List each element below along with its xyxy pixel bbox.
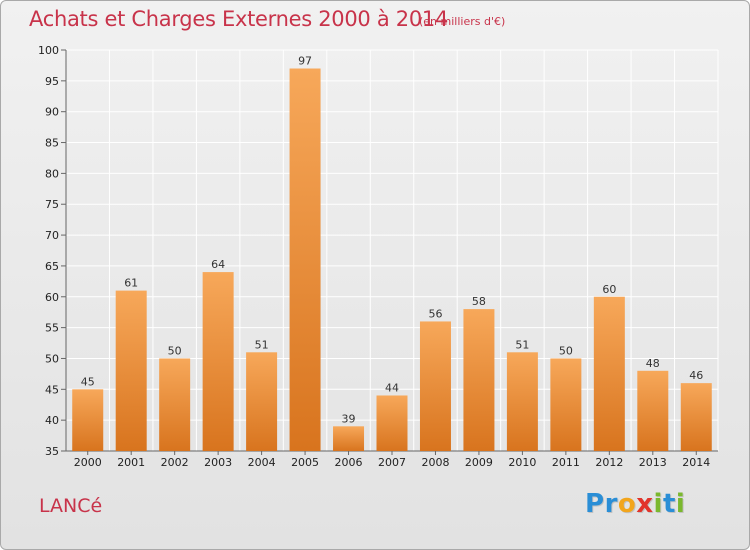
chart-subtitle: (en milliers d'€): [419, 15, 506, 28]
x-tick-label: 2005: [291, 456, 319, 469]
bar-value-label: 50: [168, 344, 182, 357]
logo-letter: r: [604, 489, 618, 519]
y-tick-label: 90: [45, 106, 59, 119]
bars: [72, 68, 712, 451]
x-tick-label: 2000: [74, 456, 102, 469]
bar: [159, 358, 191, 451]
chart-title: Achats et Charges Externes 2000 à 2014: [29, 7, 449, 31]
bar-value-label: 48: [646, 357, 660, 370]
bar-value-label: 45: [81, 375, 95, 388]
commune-name: LANCé: [39, 495, 103, 517]
bar: [376, 395, 408, 451]
x-tick-label: 2006: [335, 456, 363, 469]
bar-value-label: 61: [124, 277, 138, 290]
y-tick-label: 95: [45, 75, 59, 88]
y-tick-label: 60: [45, 291, 59, 304]
bar: [115, 290, 147, 451]
bar-value-label: 56: [428, 307, 442, 320]
bar: [333, 426, 365, 451]
bar-value-label: 51: [255, 338, 269, 351]
x-tick-label: 2001: [117, 456, 145, 469]
bar-value-label: 97: [298, 55, 312, 68]
proxiti-logo: Proxiti: [585, 489, 685, 519]
x-tick-label: 2011: [552, 456, 580, 469]
y-tick-label: 65: [45, 260, 59, 273]
logo-letter: i: [675, 489, 686, 519]
y-tick-label: 100: [38, 44, 59, 57]
bar: [680, 383, 712, 451]
bar: [550, 358, 582, 451]
labels: 35 40 45 50 55 60 65 70 75 80 85 90 95 100 45 2000 61 200…: [38, 44, 710, 469]
bar-value-label: 39: [342, 412, 356, 425]
bar-value-label: 44: [385, 381, 399, 394]
logo-letter: t: [662, 489, 676, 519]
y-tick-label: 55: [45, 322, 59, 335]
x-tick-label: 2010: [508, 456, 536, 469]
bar: [637, 370, 669, 451]
bar: [593, 296, 625, 451]
logo-letter: o: [617, 489, 637, 519]
bar: [506, 352, 538, 451]
x-tick-label: 2003: [204, 456, 232, 469]
bar-value-label: 51: [515, 338, 529, 351]
y-tick-label: 70: [45, 229, 59, 242]
bar-value-label: 46: [689, 369, 703, 382]
logo-letter: x: [636, 489, 654, 519]
y-tick-label: 35: [45, 445, 59, 458]
bar-value-label: 58: [472, 295, 486, 308]
bar: [419, 321, 451, 451]
bar-value-label: 50: [559, 344, 573, 357]
logo-letter: i: [653, 489, 663, 519]
y-tick-label: 75: [45, 198, 59, 211]
bar-value-label: 60: [602, 283, 616, 296]
x-tick-label: 2013: [639, 456, 667, 469]
x-tick-label: 2002: [161, 456, 189, 469]
bar: [72, 389, 104, 451]
bar-value-label: 64: [211, 258, 225, 271]
x-tick-label: 2007: [378, 456, 406, 469]
bar: [463, 309, 495, 451]
x-tick-label: 2014: [682, 456, 710, 469]
y-tick-label: 45: [45, 383, 59, 396]
y-tick-label: 40: [45, 414, 59, 427]
x-tick-label: 2012: [595, 456, 623, 469]
x-tick-label: 2008: [421, 456, 449, 469]
y-tick-label: 50: [45, 352, 59, 365]
bar: [289, 68, 321, 451]
logo-letter: P: [585, 489, 605, 519]
y-tick-label: 80: [45, 167, 59, 180]
x-tick-label: 2009: [465, 456, 493, 469]
bar: [246, 352, 278, 451]
x-tick-label: 2004: [248, 456, 276, 469]
y-tick-label: 85: [45, 137, 59, 150]
bar: [202, 272, 234, 451]
